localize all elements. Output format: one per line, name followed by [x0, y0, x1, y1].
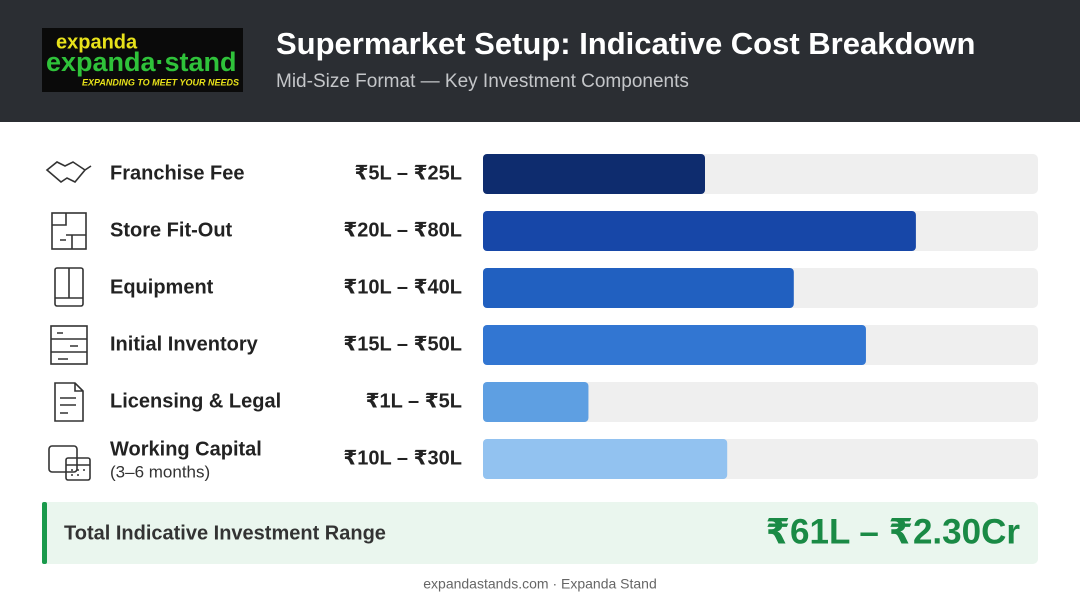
icon-calendar	[65, 457, 91, 481]
range-label: ₹1L – ₹5L	[366, 390, 462, 412]
icon-fridge-lines	[55, 268, 83, 299]
bar	[483, 439, 728, 479]
title: Supermarket Setup: Indicative Cost Break…	[276, 26, 975, 61]
range-label: ₹20L – ₹80L	[343, 219, 462, 241]
icon-plan	[51, 212, 87, 250]
range-label: ₹10L – ₹40L	[343, 276, 462, 298]
category-note: (3–6 months)	[110, 462, 210, 481]
bar	[483, 211, 916, 251]
bar	[483, 325, 866, 365]
icon-shelf	[50, 325, 88, 365]
icon-plan-lines	[52, 213, 86, 249]
rows: Franchise Fee ₹5L – ₹25L Store Fit-Out ₹20L…	[110, 154, 1038, 481]
category-label: Licensing & Legal	[110, 390, 281, 412]
category-label: Working Capital	[110, 438, 262, 460]
bar	[483, 382, 589, 422]
icons	[45, 161, 92, 481]
icon-handshake	[45, 161, 92, 184]
total-label: Total Indicative Investment Range	[64, 522, 386, 544]
range-label: ₹10L – ₹30L	[343, 447, 462, 469]
bar	[483, 154, 705, 194]
footer: expandastands.com · Expanda Stand	[423, 576, 657, 592]
subtitle: Mid-Size Format — Key Investment Compone…	[276, 71, 689, 92]
logo-top: expanda	[56, 31, 138, 53]
total-box	[42, 502, 1038, 564]
icon-calendar-lines	[66, 464, 90, 476]
bar-track	[483, 382, 1038, 422]
icon-document	[54, 382, 84, 422]
icon-wallet	[48, 445, 78, 473]
range-label: ₹15L – ₹50L	[343, 333, 462, 355]
category-label: Initial Inventory	[110, 333, 259, 355]
logo-tagline: EXPANDING TO MEET YOUR NEEDS	[82, 77, 239, 87]
logo-main: expanda·stand	[46, 47, 237, 77]
category-label: Equipment	[110, 276, 214, 298]
category-label: Franchise Fee	[110, 162, 245, 184]
icon-shelf-lines	[51, 332, 87, 360]
category-label: Store Fit-Out	[110, 219, 233, 241]
logo-box	[42, 28, 243, 92]
range-label: ₹5L – ₹25L	[354, 162, 462, 184]
total-accent	[42, 502, 47, 564]
total-value: ₹61L – ₹2.30Cr	[766, 512, 1021, 551]
bar	[483, 268, 794, 308]
